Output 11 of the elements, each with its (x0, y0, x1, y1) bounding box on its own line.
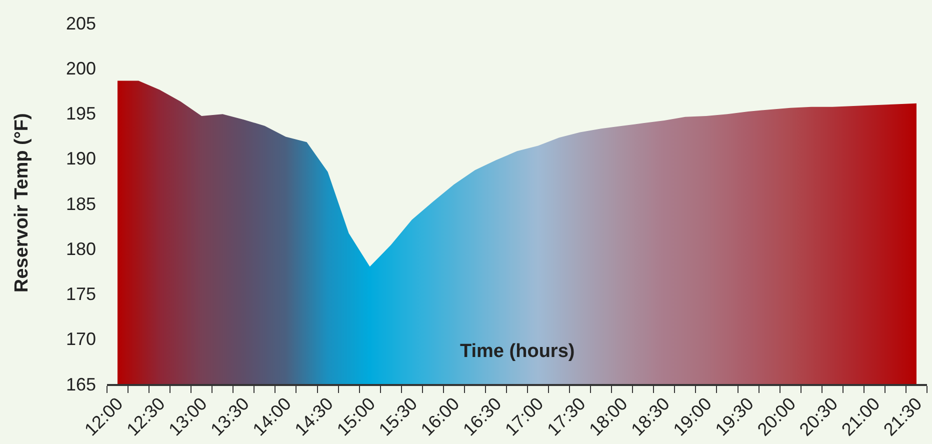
y-tick-label: 175 (66, 284, 96, 304)
y-tick-label: 190 (66, 148, 96, 169)
y-tick-label: 165 (66, 374, 96, 394)
y-tick-label: 195 (66, 104, 96, 124)
y-axis-title: Reservoir Temp (°F) (12, 113, 32, 292)
x-axis-title: Time (hours) (460, 341, 575, 362)
y-tick-label: 205 (66, 13, 96, 34)
y-tick-label: 200 (66, 58, 96, 78)
y-tick-label: 170 (66, 329, 96, 350)
y-tick-label: 185 (66, 194, 96, 214)
y-tick-label: 180 (66, 238, 96, 259)
